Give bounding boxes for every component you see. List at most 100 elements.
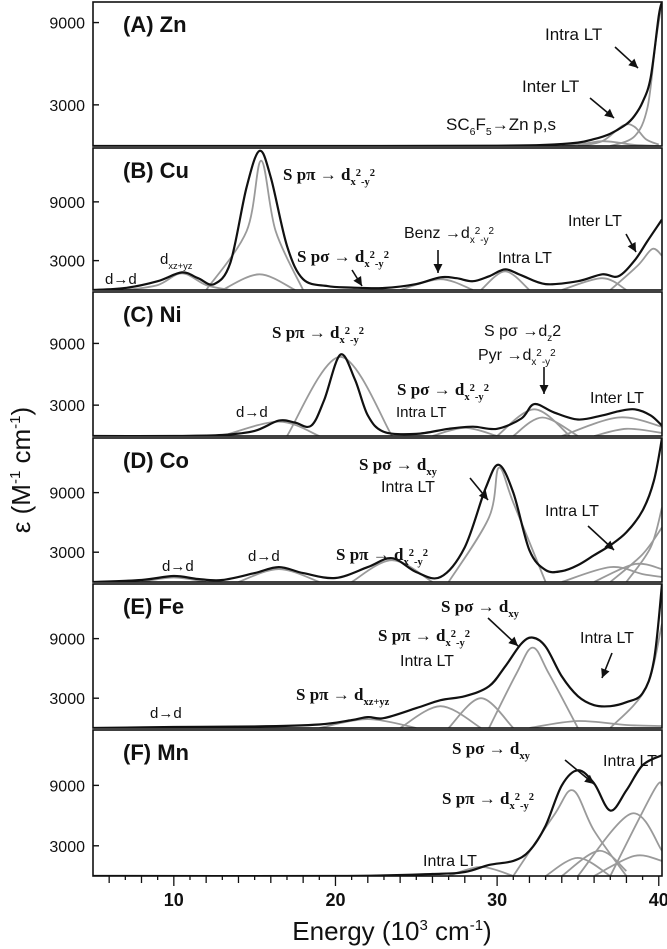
panel-frame [92, 1, 663, 147]
cu-inter-lt-part: Inter LT [568, 213, 622, 230]
cu-spsig-part: 2 [384, 250, 389, 261]
y-axis-label-sup: -1 [7, 471, 24, 484]
panel-1: 3000 9000 (B) Cu [49, 147, 663, 291]
cu-spsig-part: x [364, 259, 370, 270]
x-axis-label: Energy (103 cm-1) [292, 916, 491, 946]
mn-sppi-part: 2 [515, 792, 520, 803]
fe-sppi-part: 2 [465, 629, 470, 640]
panel-4: 3000 9000 (E) Fe [49, 583, 663, 729]
component-curves [93, 149, 662, 290]
ni-pyr-part: x [531, 357, 536, 368]
zn-inter-lt-part: Inter LT [522, 77, 579, 96]
cu-sppi: S pπ → dx2-y2 [283, 165, 375, 188]
component-curve-4 [561, 566, 662, 582]
ni-pyr-arrow-head [539, 385, 549, 394]
y-axis-label-close: ) [6, 407, 36, 416]
component-curve-3 [496, 408, 571, 436]
panel-frame [92, 437, 663, 583]
cu-spsig-arrow-head [353, 275, 362, 286]
cu-dd-part: d→d [105, 271, 137, 288]
panel-frame [92, 291, 663, 437]
component-curve-1 [238, 568, 320, 582]
y-tick-label-0: 3000 [49, 545, 85, 562]
mn-intra-lt-a-part: Intra LT [603, 753, 657, 770]
fe-sppi-part: S pπ → d [378, 626, 446, 645]
ni-spsig-dz: S pσ →dz2 [484, 323, 561, 344]
fe-sppi: S pπ → dx2-y2 [378, 626, 470, 649]
component-curve-1 [286, 355, 393, 436]
ni-pyr-part: 2 [550, 348, 556, 359]
co-intra-lt-b: Intra LT [545, 503, 599, 520]
ni-spsig-dz-part: z [547, 333, 552, 344]
ni-sppi-part: x [339, 335, 345, 346]
cu-benz: Benz →dx2-y2 [404, 225, 495, 246]
component-curve-6 [609, 247, 662, 290]
component-curves [93, 438, 662, 582]
ni-pyr: Pyr →dx2-y2 [478, 347, 556, 368]
y-tick-label-1: 9000 [49, 16, 85, 33]
y-tick-label-0: 3000 [49, 839, 85, 856]
co-spsig-arrow [469, 477, 489, 501]
panel-frame [92, 147, 663, 291]
mn-sppi: S pπ → dx2-y2 [442, 789, 534, 812]
cu-spsig-part: -y [375, 259, 385, 270]
panel-5: 3000 9000 (F) Mn [49, 729, 663, 877]
ni-spsig-part: 2 [470, 383, 475, 394]
component-curve-3 [399, 278, 474, 290]
y-tick-label-0: 3000 [49, 98, 85, 115]
co-dd-b: d→d [248, 548, 280, 565]
component-curve-0 [561, 140, 659, 146]
component-curves [93, 584, 662, 728]
co-spsig-part: S pσ → d [359, 455, 427, 474]
cu-spsig-arrow [351, 269, 363, 287]
x-axis: 10 20 30 40 [108, 876, 667, 910]
ni-pyr-arrow [539, 367, 549, 394]
panel-label: (A) Zn [123, 12, 187, 37]
component-curve-1 [205, 159, 304, 290]
component-curve-5 [593, 562, 662, 582]
component-curve-7 [625, 507, 662, 582]
panel-label: (F) Mn [123, 740, 189, 765]
cu-intra-lt-part: Intra LT [498, 250, 552, 267]
component-curve-2 [609, 2, 662, 146]
co-dd-a-part: d→d [162, 558, 194, 575]
co-intra-lt-b-part: Intra LT [545, 503, 599, 520]
ni-pyr-part: Pyr →d [478, 347, 531, 364]
cu-sppi-part: S pπ → d [283, 165, 351, 184]
component-curve-5 [561, 277, 627, 290]
zn-inter-arrow-head [604, 108, 614, 118]
x-axis-label-sup2: -1 [470, 917, 483, 934]
cu-sppi-part: x [350, 177, 356, 188]
ni-sppi-part: 2 [359, 326, 364, 337]
zn-intra-arrow [614, 46, 639, 69]
cu-inter-lt: Inter LT [568, 213, 622, 230]
component-curves [93, 754, 662, 876]
fe-intra-arrow [601, 652, 613, 679]
ni-pyr-part: 2 [536, 348, 542, 359]
co-spsig: S pσ → dxy [359, 455, 438, 478]
zn-sc6f5-part: F [475, 115, 485, 134]
ni-pyr-part: -y [542, 357, 550, 368]
component-curve-2 [447, 697, 514, 728]
panel-label: (C) Ni [123, 302, 182, 327]
co-sppi-part: 2 [409, 548, 414, 559]
total-spectrum-curve [93, 149, 662, 290]
y-tick-label-1: 9000 [49, 632, 85, 649]
cu-benz-part: 2 [475, 226, 481, 237]
y-tick-label-1: 9000 [49, 336, 85, 353]
cu-sppi-part: 2 [370, 168, 375, 179]
x-tick-label-2: 30 [487, 890, 507, 910]
component-curve-0 [319, 718, 417, 728]
co-intra-lt-a: Intra LT [381, 479, 435, 496]
mn-intra-lt-a: Intra LT [603, 753, 657, 770]
y-tick-label-1: 9000 [49, 486, 85, 503]
cu-benz-part: 2 [489, 226, 495, 237]
zn-sc6f5-part: SC [446, 115, 470, 134]
y-axis-label-main: ε (M [6, 484, 36, 533]
co-spsig-arrow-head [478, 490, 488, 500]
panel-frame [92, 729, 663, 877]
x-tick-label-1: 20 [325, 890, 345, 910]
ni-spsig-part: x [464, 392, 470, 403]
mn-spsig-arrow [564, 759, 595, 785]
